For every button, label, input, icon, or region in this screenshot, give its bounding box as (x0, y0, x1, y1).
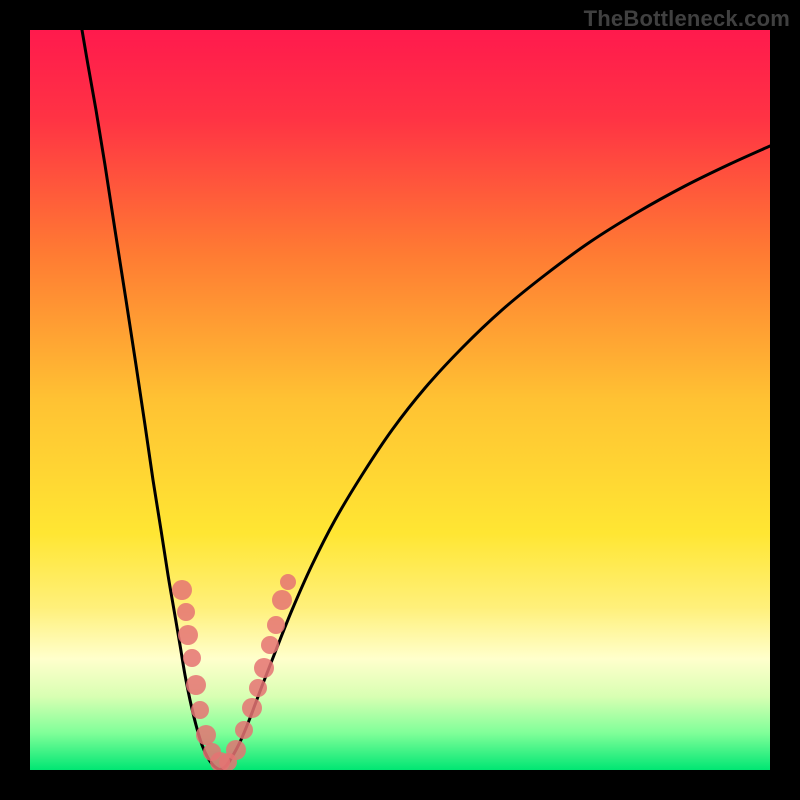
data-marker (254, 658, 274, 678)
data-marker (267, 616, 285, 634)
data-marker (272, 590, 292, 610)
data-marker (172, 580, 192, 600)
data-marker (183, 649, 201, 667)
data-marker (178, 625, 198, 645)
bottleneck-chart (30, 30, 770, 770)
data-marker (196, 725, 216, 745)
watermark-text: TheBottleneck.com (584, 6, 790, 32)
chart-frame: TheBottleneck.com (0, 0, 800, 800)
data-marker (242, 698, 262, 718)
plot-area (30, 30, 770, 770)
data-marker (191, 701, 209, 719)
data-marker (226, 740, 246, 760)
data-marker (280, 574, 296, 590)
data-marker (177, 603, 195, 621)
data-marker (186, 675, 206, 695)
data-marker (249, 679, 267, 697)
data-marker (261, 636, 279, 654)
data-marker (235, 721, 253, 739)
